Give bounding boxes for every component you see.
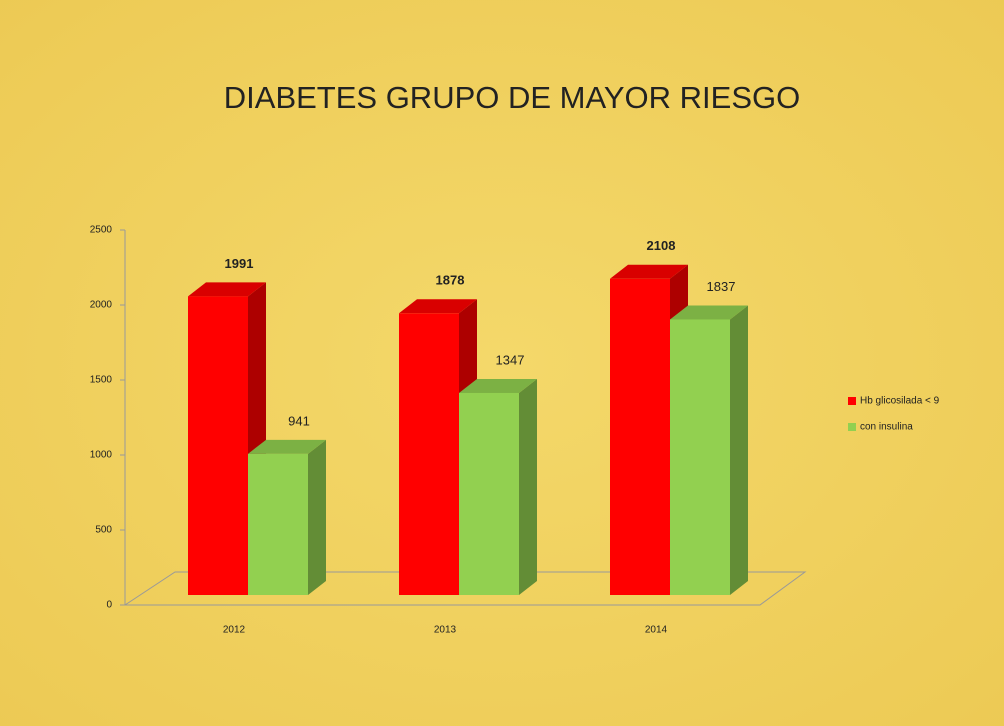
bar-top: [248, 439, 326, 454]
bar-side: [730, 305, 748, 595]
bar-top: [610, 264, 688, 279]
y-tick-label: 0: [106, 600, 112, 611]
bar-side: [308, 439, 326, 595]
bar: [670, 319, 730, 595]
bar-top: [459, 378, 537, 393]
bar: [399, 313, 459, 595]
y-tick-label: 2000: [90, 300, 113, 311]
bar-top: [188, 282, 266, 297]
bar-top: [399, 299, 477, 314]
legend-swatch: [848, 397, 856, 405]
bar: [188, 296, 248, 595]
bar: [610, 278, 670, 595]
data-label: 1837: [707, 279, 736, 294]
legend-swatch: [848, 423, 856, 431]
y-tick-label: 500: [95, 525, 112, 536]
data-label: 941: [288, 413, 310, 428]
bar-top: [670, 305, 748, 320]
y-tick-label: 2500: [90, 225, 113, 236]
floor: [123, 571, 807, 606]
y-tick-label: 1500: [90, 375, 113, 386]
legend-label: con insulina: [860, 422, 913, 433]
x-tick-label: 2014: [645, 625, 668, 636]
legend-label: Hb glicosilada < 9: [860, 396, 940, 407]
data-label: 1991: [225, 256, 254, 271]
data-label: 1347: [496, 352, 525, 367]
bar: [248, 453, 308, 595]
x-tick-label: 2013: [434, 625, 457, 636]
chart-title: DIABETES GRUPO DE MAYOR RIESGO: [224, 80, 800, 115]
bar: [459, 392, 519, 595]
bar-side: [519, 378, 537, 595]
y-tick-label: 1000: [90, 450, 113, 461]
data-label: 1878: [436, 273, 465, 288]
data-label: 2108: [647, 238, 676, 253]
x-tick-label: 2012: [223, 625, 246, 636]
